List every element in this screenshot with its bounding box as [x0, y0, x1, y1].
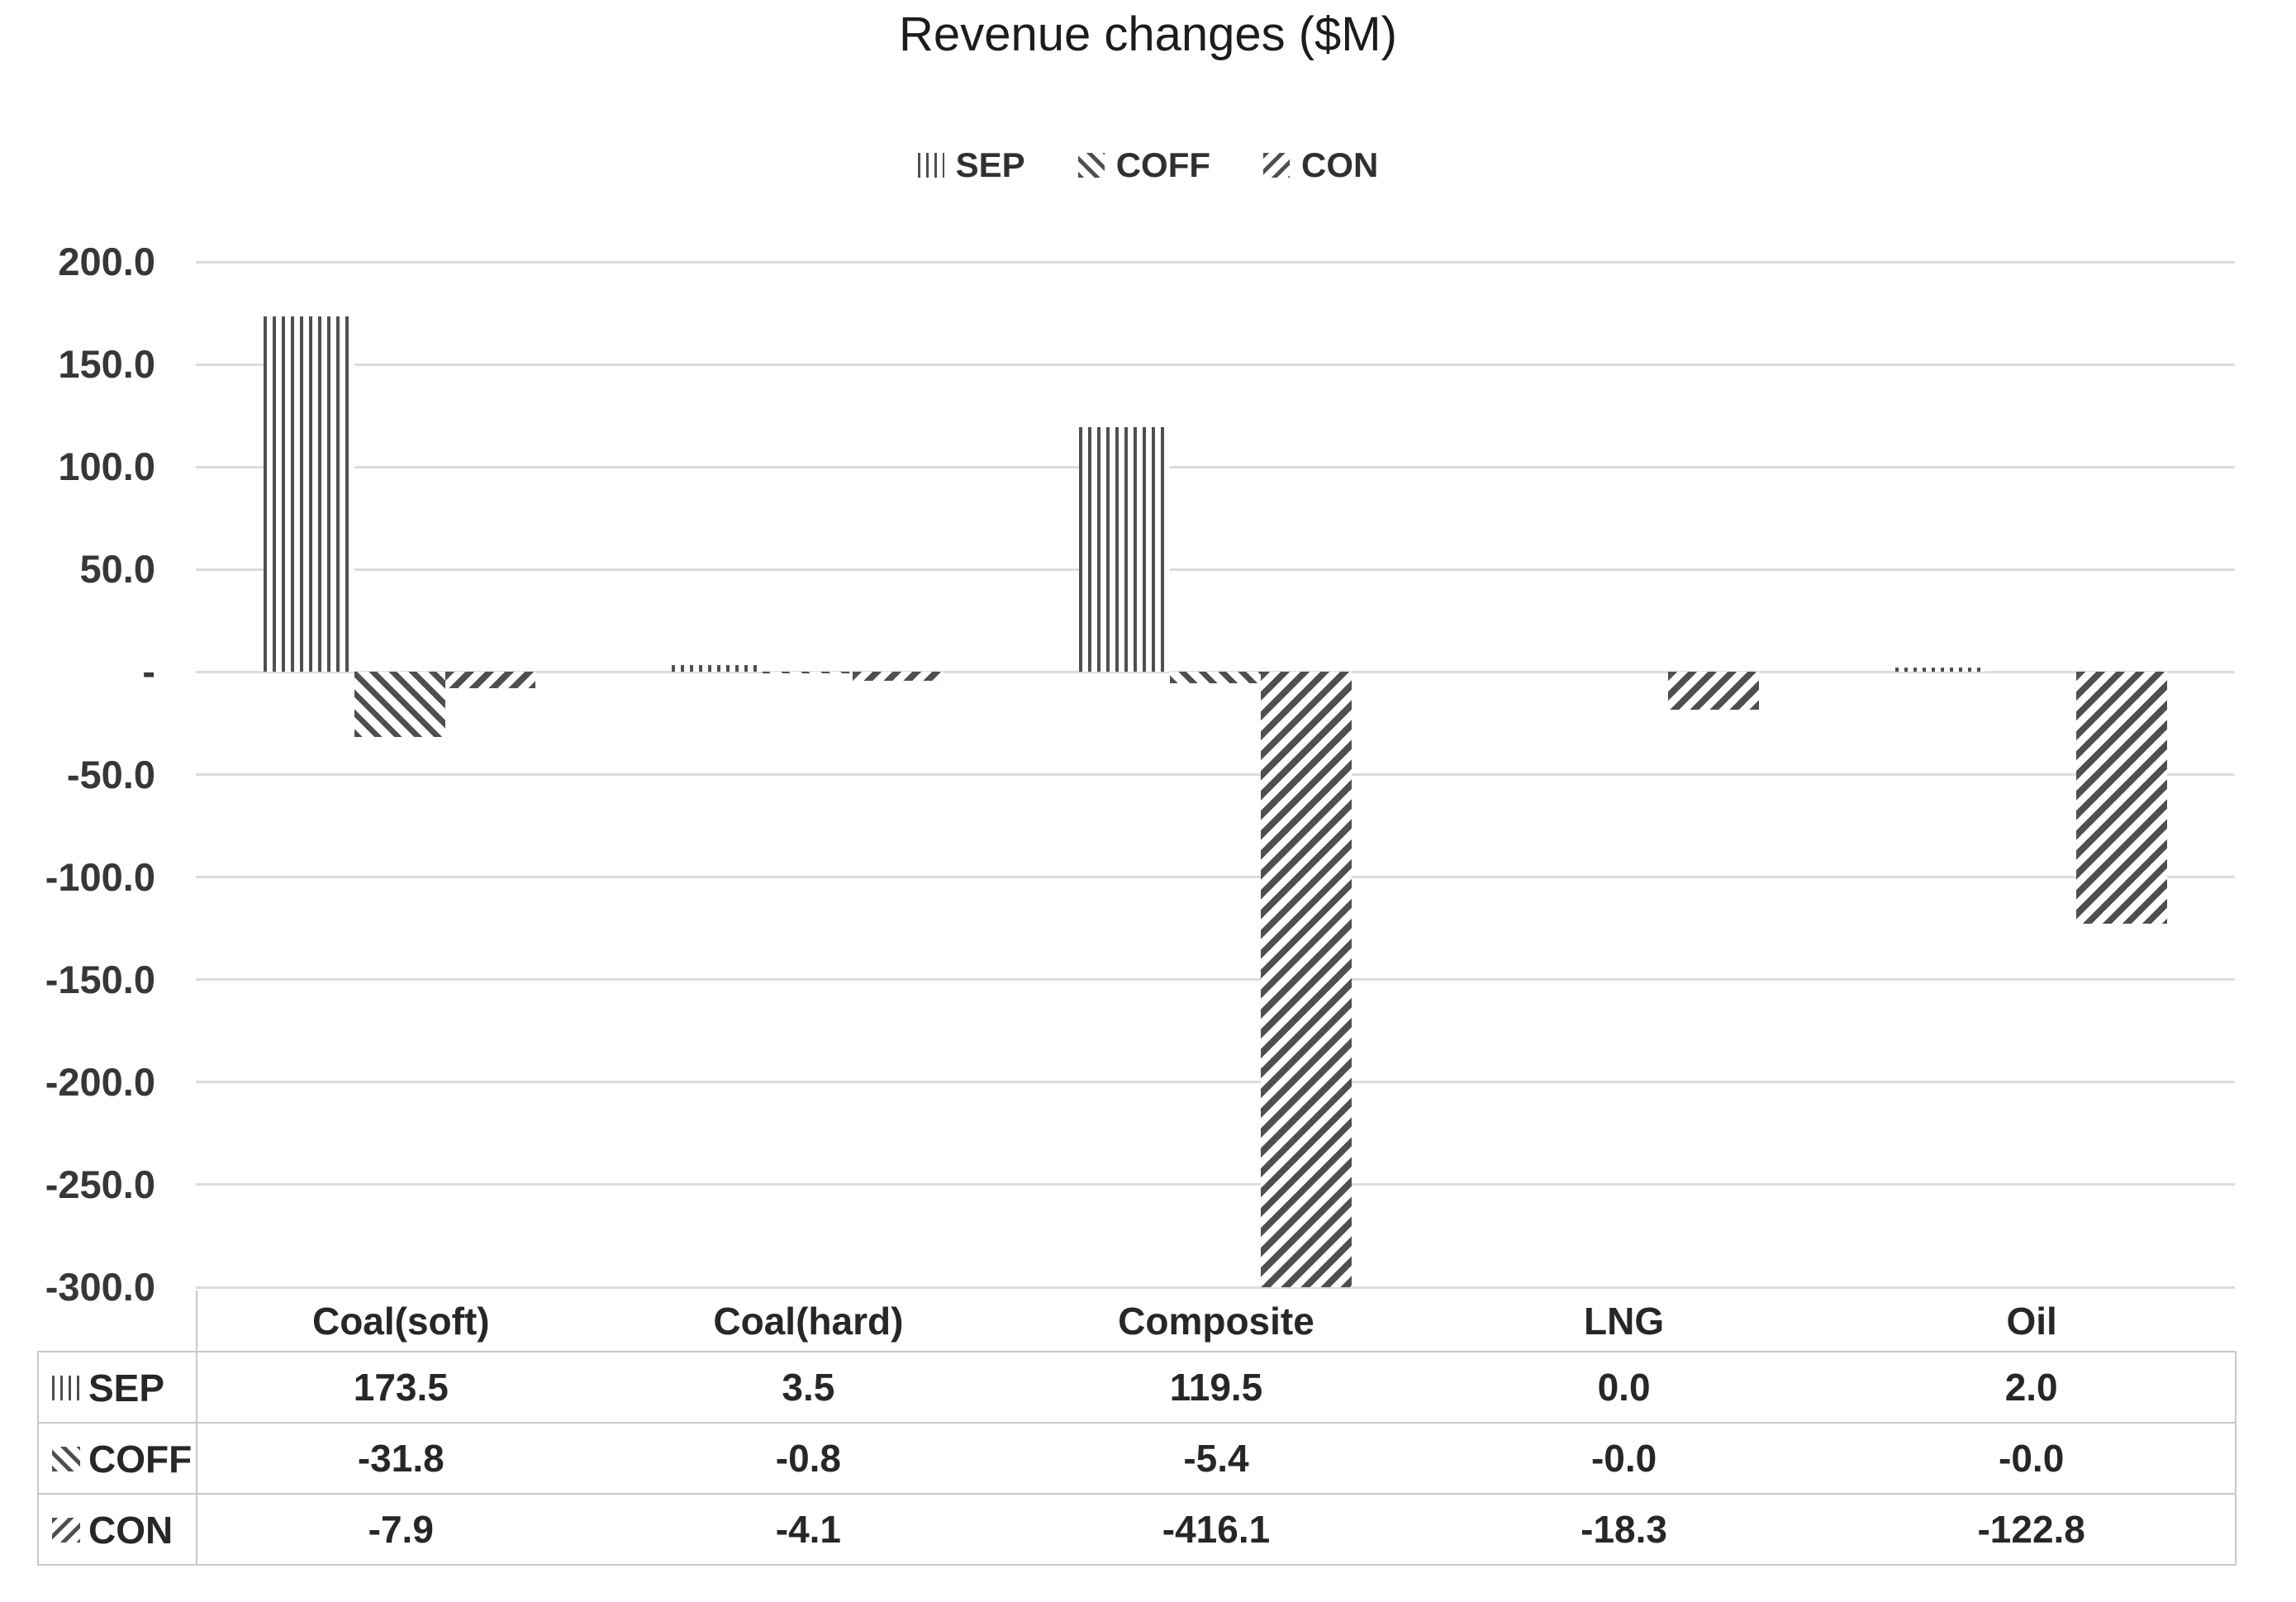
value-cell-coff-composite: -5.4 [1012, 1422, 1420, 1494]
bar-sep-coal-soft[interactable] [264, 316, 354, 673]
chart-legend: SEP COFF CON [0, 145, 2296, 185]
bar-con-coal-hard[interactable] [853, 672, 944, 681]
legend-item-label: COFF [1115, 145, 1210, 184]
value-cell-coff-coal-hard: -0.8 [604, 1422, 1013, 1494]
series-row-header-con: CON [37, 1493, 197, 1566]
series-row-header-coff: COFF [37, 1422, 197, 1494]
category-header-lng: LNG [1584, 1299, 1665, 1343]
series-row-head: SEP [52, 1366, 164, 1410]
value-cell-con-coal-hard: -4.1 [604, 1493, 1013, 1566]
series-row-coff: COFF -31.8 -0.8 -5.4 -0.0 -0.0 [37, 1422, 2237, 1494]
series-row-head: CON [52, 1508, 173, 1552]
gridline [196, 260, 2235, 264]
category-header-coal-soft: Coal(soft) [311, 1299, 490, 1343]
series-name: SEP [88, 1366, 165, 1409]
value-cell-con-composite: -416.1 [1012, 1493, 1420, 1566]
legend-item-label: SEP [955, 145, 1025, 184]
bar-con-composite[interactable] [1260, 672, 1352, 1287]
gridline [196, 978, 2235, 982]
bar-sep-coal-hard[interactable] [671, 664, 763, 673]
value-cell-sep-coal-hard: 3.5 [604, 1351, 1013, 1423]
gridline [196, 363, 2235, 366]
bar-sep-composite[interactable] [1079, 426, 1171, 673]
series-name: COFF [88, 1437, 193, 1481]
category-header-composite: Composite [1118, 1299, 1314, 1343]
value-cell-con-lng: -18.3 [1419, 1493, 1828, 1566]
category-header-oil: Oil [2006, 1299, 2057, 1343]
bar-con-oil[interactable] [2076, 672, 2167, 925]
gridline [196, 1081, 2235, 1084]
value-cell-con-oil: -122.8 [1828, 1493, 2237, 1566]
value-cell-con-coal-soft: -7.9 [197, 1493, 605, 1566]
value-cell-coff-oil: -0.0 [1828, 1422, 2237, 1494]
series-swatch-sep-icon [52, 1375, 80, 1400]
bar-coff-composite[interactable] [1170, 672, 1261, 683]
gridline [196, 876, 2235, 879]
table-header-row: Coal(soft) Coal(hard) Composite LNG Oil [38, 1291, 2236, 1352]
series-row-head: COFF [52, 1437, 192, 1481]
y-axis-tick-label: 100.0 [58, 444, 155, 489]
bar-con-coal-soft[interactable] [444, 672, 536, 688]
y-axis-tick-label: 200.0 [58, 240, 155, 283]
data-table-wrap: Coal(soft) Coal(hard) Composite LNG Oil SEP 1… [37, 1291, 2237, 1566]
bar-coff-coal-hard[interactable] [762, 672, 853, 674]
y-axis-tick-label: -50.0 [66, 752, 155, 796]
legend-swatch-sep-icon [917, 153, 944, 178]
legend-item-sep[interactable]: SEP [917, 145, 1025, 185]
category-header-coal-hard: Coal(hard) [713, 1299, 904, 1343]
series-swatch-con-icon [52, 1517, 80, 1543]
gridline [196, 1183, 2235, 1186]
value-cell-sep-lng: 0.0 [1419, 1351, 1828, 1423]
bar-coff-coal-soft[interactable] [354, 672, 445, 738]
bar-con-lng[interactable] [1668, 672, 1760, 710]
legend-swatch-coff-icon [1077, 153, 1105, 178]
value-cell-coff-coal-soft: -31.8 [197, 1422, 605, 1494]
y-axis-tick-label: 150.0 [58, 342, 155, 387]
gridline [196, 465, 2235, 468]
legend-item-con[interactable]: CON [1263, 145, 1378, 185]
y-axis-tick-label: -150.0 [45, 957, 155, 1001]
value-cell-sep-composite: 119.5 [1012, 1351, 1420, 1423]
series-name: CON [88, 1508, 174, 1552]
value-cell-coff-lng: -0.0 [1419, 1422, 1828, 1494]
legend-swatch-con-icon [1263, 153, 1290, 178]
value-cell-sep-coal-soft: 173.5 [197, 1351, 605, 1423]
legend-item-label: CON [1301, 145, 1379, 184]
series-row-con: CON -7.9 -4.1 -416.1 -18.3 -122.8 [37, 1493, 2237, 1566]
y-axis-tick-label: -200.0 [45, 1059, 155, 1104]
y-axis-tick-label: -100.0 [45, 854, 155, 899]
gridline [196, 1286, 2235, 1289]
y-axis-tick-label: 50.0 [79, 547, 155, 592]
y-axis-tick-label: - [142, 649, 155, 694]
series-row-header-sep: SEP [37, 1351, 197, 1423]
value-cell-sep-oil: 2.0 [1828, 1351, 2237, 1423]
series-row-sep: SEP 173.5 3.5 119.5 0.0 2.0 [37, 1351, 2237, 1423]
table-corner-cell [38, 1291, 197, 1352]
data-table: Coal(soft) Coal(hard) Composite LNG Oil SEP 1… [37, 1291, 2237, 1566]
gridline [196, 773, 2235, 776]
legend-item-coff[interactable]: COFF [1077, 145, 1210, 185]
series-swatch-coff-icon [52, 1446, 80, 1471]
chart-title: Revenue changes ($M) [899, 7, 1397, 61]
y-axis-tick-label: -250.0 [45, 1162, 155, 1206]
bar-sep-oil[interactable] [1894, 668, 1986, 673]
gridline [196, 568, 2235, 571]
